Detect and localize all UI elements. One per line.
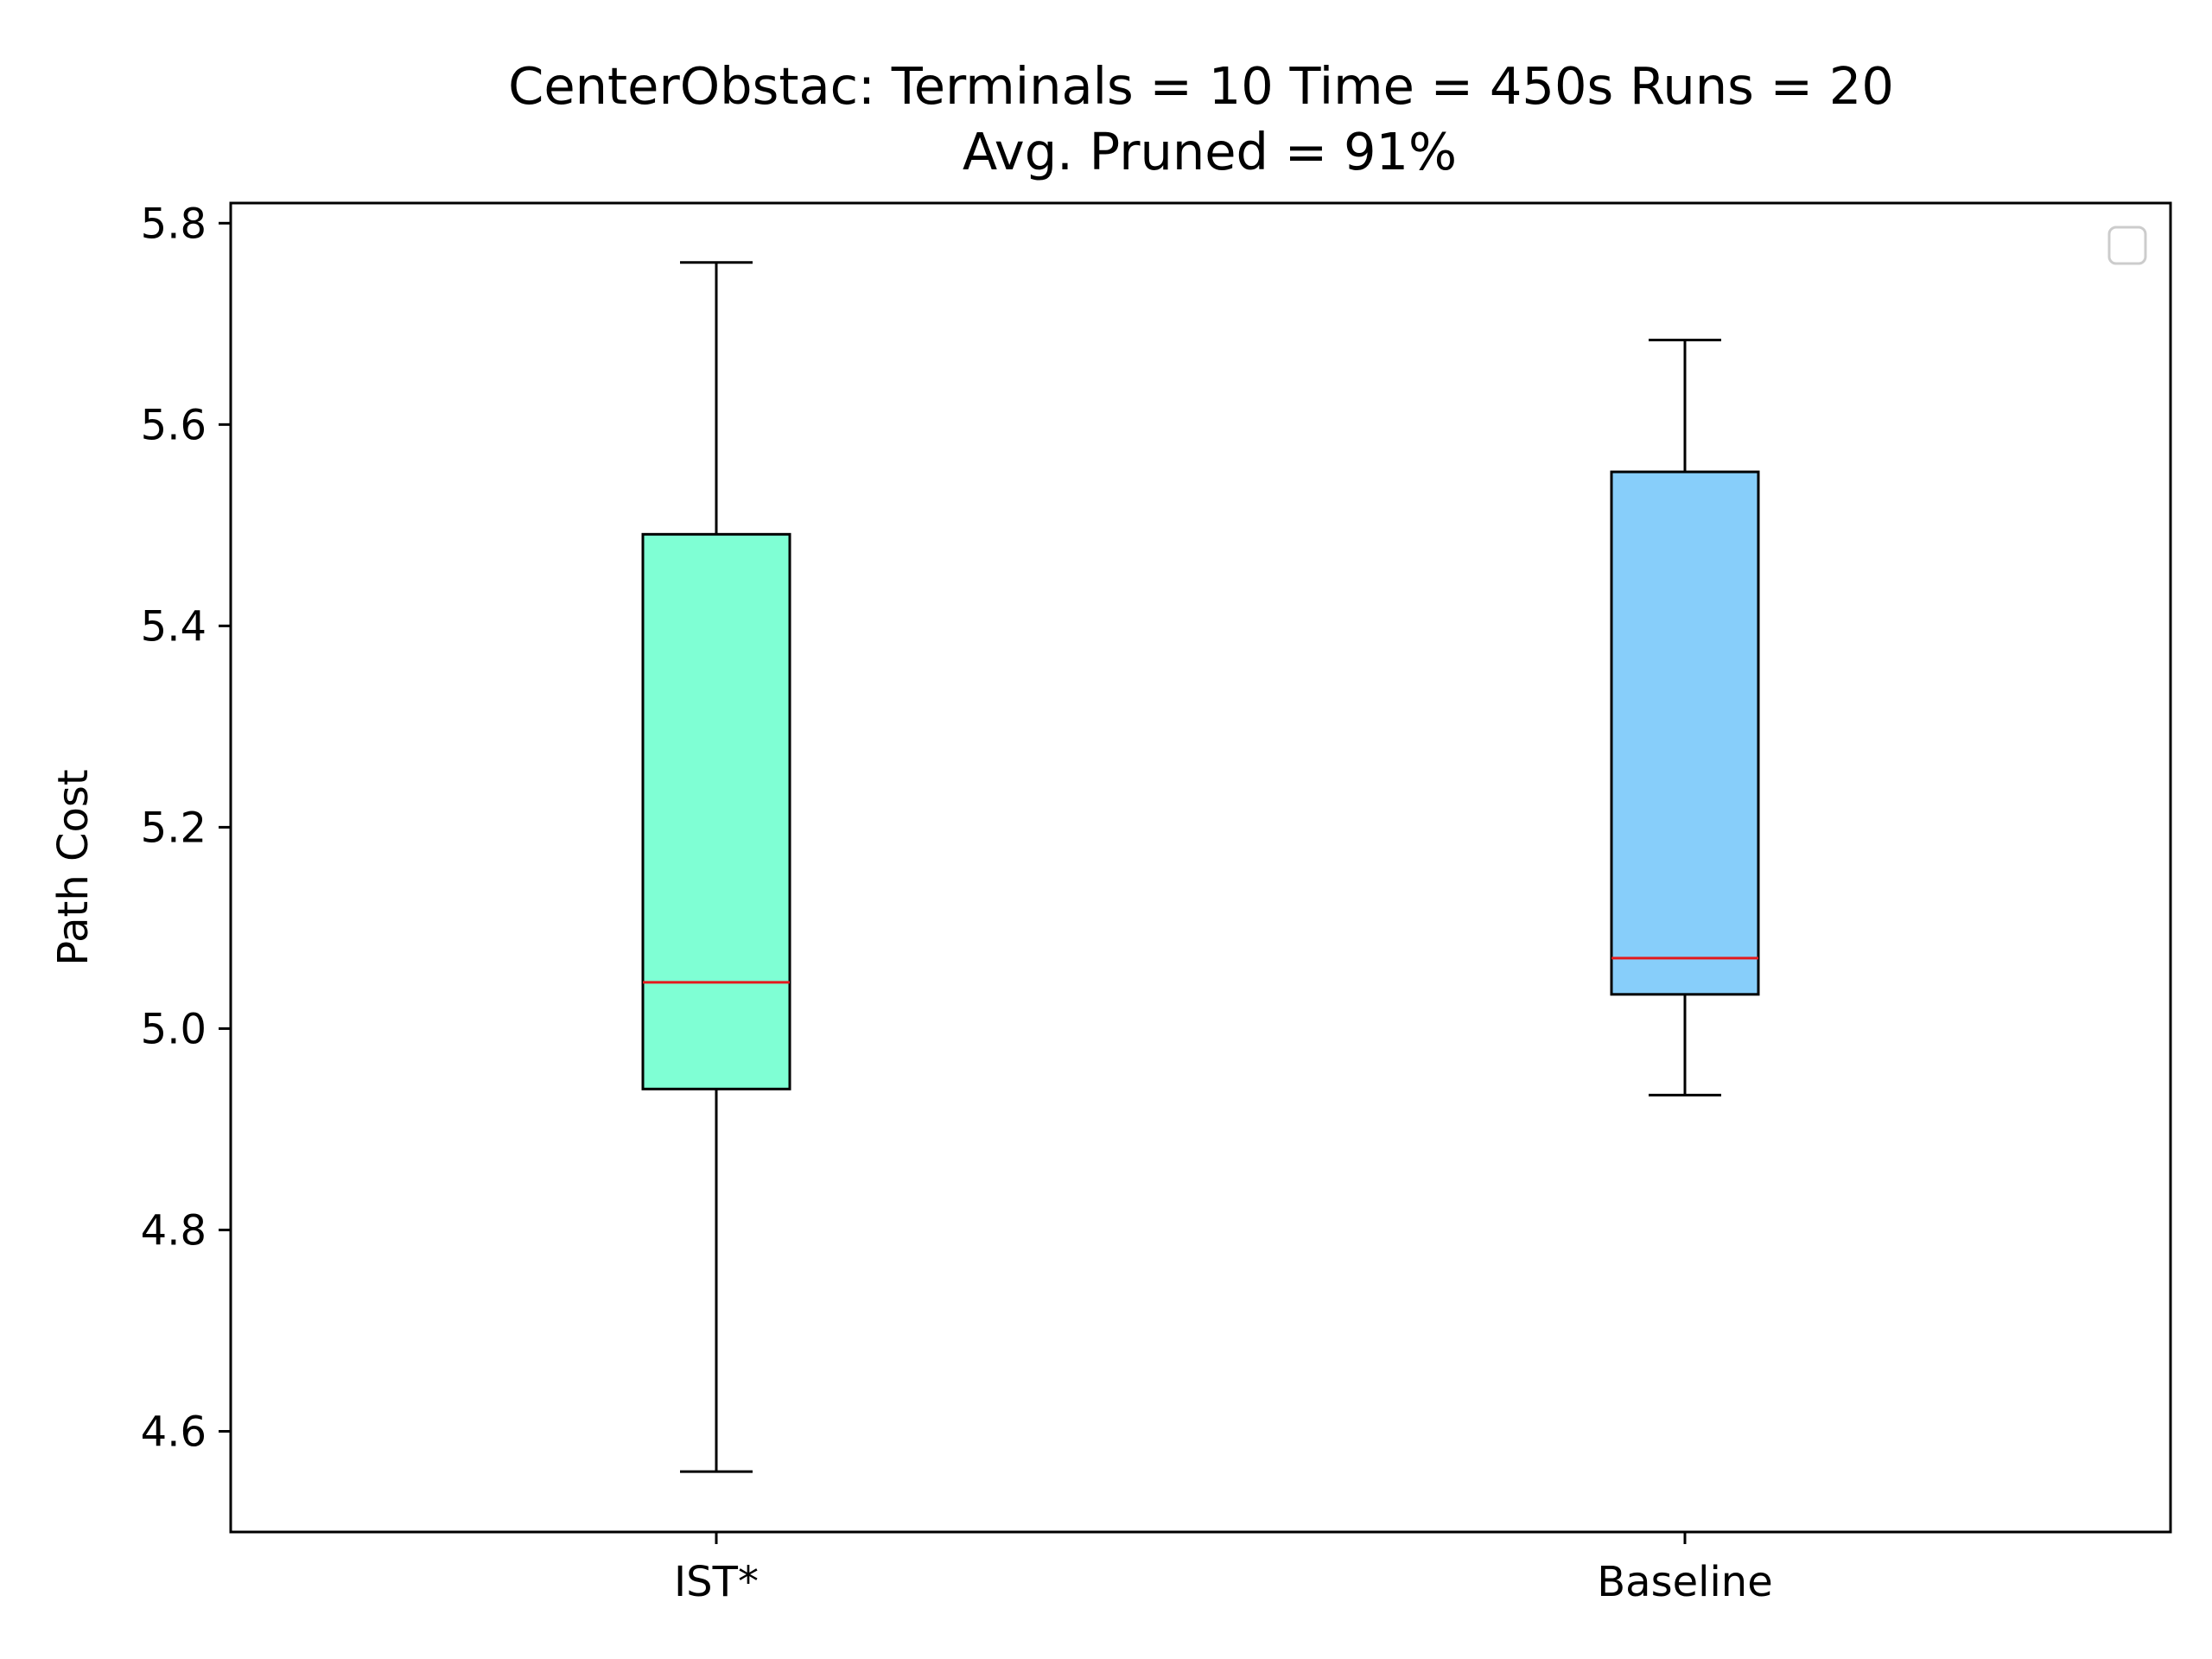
y-tick-label: 4.8: [141, 1206, 207, 1255]
chart-title-line-1: CenterObstac: Terminals = 10 Time = 450s…: [508, 56, 1894, 116]
y-tick-label: 5.2: [141, 804, 207, 852]
box-baseline: [1610, 470, 1760, 996]
box-ist: [641, 532, 791, 1090]
x-tick-label: Baseline: [1597, 1558, 1773, 1606]
plot-area-frame: [229, 201, 2172, 1534]
chart-title-line-2: Avg. Pruned = 91%: [963, 122, 1457, 181]
y-tick-label: 5.4: [141, 602, 207, 651]
x-tick-label: IST*: [674, 1558, 759, 1606]
y-axis-label: Path Cost: [49, 769, 98, 965]
box-group: [641, 261, 1760, 1473]
y-tick-label: 5.8: [141, 200, 207, 248]
empty-legend-box: [2107, 226, 2147, 265]
y-axis: 4.6 4.8 5.0 5.2 5.4 5.6 5.8: [141, 200, 231, 1456]
x-axis: IST* Baseline: [674, 1532, 1773, 1606]
y-tick-label: 5.0: [141, 1005, 207, 1053]
y-tick-label: 5.6: [141, 401, 207, 449]
y-tick-label: 4.6: [141, 1408, 207, 1456]
